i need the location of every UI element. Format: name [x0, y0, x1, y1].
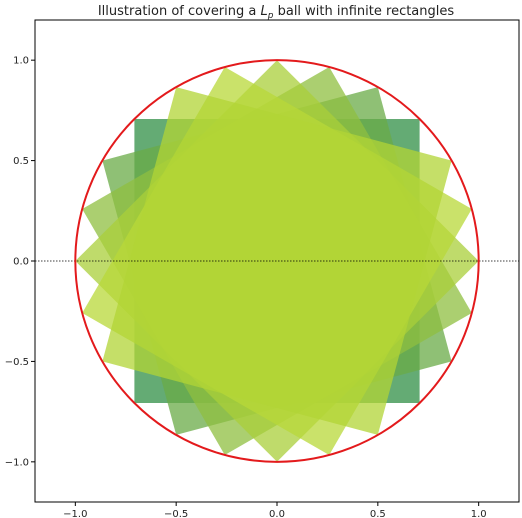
axes: −1.0 −0.5 0.0 0.5 1.0 −1.0 −0.5 0.0 0.5 1.0	[5, 19, 520, 518]
x-tick-label-3: 0.5	[370, 509, 386, 518]
x-tick-label-4: 1.0	[471, 509, 487, 518]
chart-title-prefix: Illustration of covering a	[98, 4, 261, 19]
x-tick-label-0: −1.0	[63, 509, 87, 518]
y-tick-label-0: −1.0	[5, 457, 29, 468]
chart-title-L: L	[261, 4, 268, 19]
x-tick-label-1: −0.5	[164, 509, 188, 518]
y-tick-label-4: 1.0	[13, 56, 29, 67]
y-tick-label-2: 0.0	[13, 257, 29, 268]
unit-circle	[74, 59, 480, 463]
chart-title-suffix: ball with infinite rectangles	[273, 4, 454, 19]
chart-title: Illustration of covering a Lp ball with …	[98, 4, 455, 21]
square-6	[102, 87, 452, 435]
y-tick-label-1: −0.5	[5, 357, 29, 368]
x-tick-label-2: 0.0	[269, 509, 285, 518]
plot-area	[35, 59, 519, 463]
chart-title-subscript: p	[267, 11, 274, 21]
y-tick-label-3: 0.5	[13, 156, 29, 167]
